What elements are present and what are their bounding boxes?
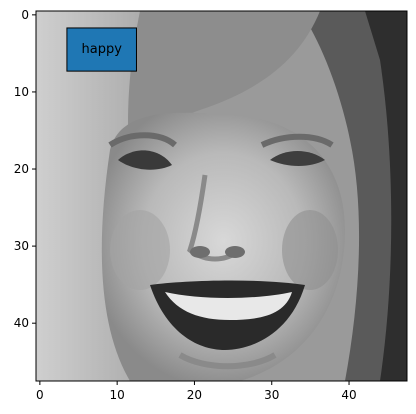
x-tick-label: 40: [341, 388, 356, 402]
y-tick-label: 0: [21, 8, 29, 22]
y-axis-ticks: 0 10 20 30 40: [14, 8, 36, 330]
x-tick-label: 10: [110, 388, 125, 402]
x-tick-label: 20: [187, 388, 202, 402]
x-axis-ticks: 0 10 20 30 40: [36, 381, 357, 402]
x-tick-label: 0: [36, 388, 44, 402]
x-tick-label: 30: [264, 388, 279, 402]
emotion-label-text: happy: [81, 42, 122, 57]
face-image: [36, 11, 407, 381]
y-tick-label: 40: [14, 316, 29, 330]
emotion-label-box: happy: [66, 27, 137, 72]
emotion-label-background: [66, 27, 137, 72]
y-tick-label: 10: [14, 85, 29, 99]
y-tick-label: 30: [14, 239, 29, 253]
axes-frame: [35, 10, 408, 382]
y-tick-label: 20: [14, 162, 29, 176]
